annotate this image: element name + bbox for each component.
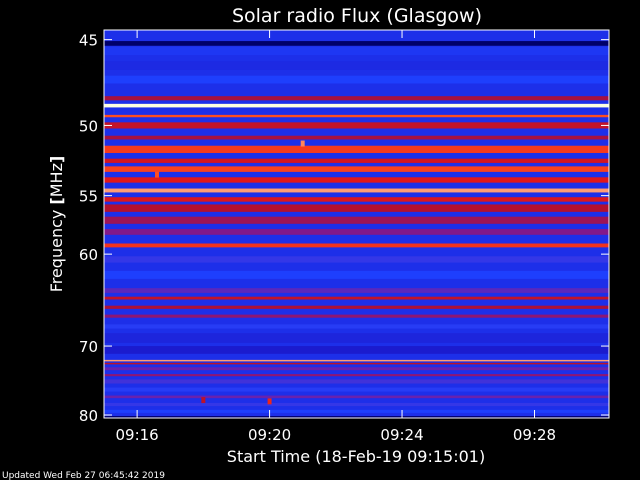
frequency-band [104,135,609,140]
y-tick-label: 50 [79,117,98,135]
x-tick-label: 09:28 [513,426,556,444]
frequency-band [104,379,609,384]
frequency-band [104,256,609,263]
frequency-band [104,41,609,46]
frequency-band [104,362,609,365]
plot-frame [103,29,610,419]
frequency-band [104,359,609,362]
frequency-band [104,188,609,193]
frequency-band [104,409,609,413]
frequency-band [104,243,609,248]
frequency-band [104,367,609,371]
frequency-band [104,61,609,70]
frequency-band [104,145,609,153]
frequency-band [104,103,609,108]
heatmap-area [104,30,609,418]
frequency-band [104,270,609,279]
y-tick-label: 60 [79,246,98,264]
frequency-band [104,314,609,318]
x-tick-label: 09:16 [115,426,158,444]
frequency-band [104,216,609,224]
frequency-band [104,96,609,101]
frequency-band [104,122,609,129]
y-axis-label-close-bracket: ] [47,156,66,163]
frequency-band [104,402,609,407]
y-axis: 45 50 55 60 70 80 [79,32,609,425]
frequency-band [104,333,609,343]
frequency-band [104,305,609,309]
frequency-band [104,177,609,183]
updated-timestamp: Updated Wed Feb 27 06:45:42 2019 [2,471,165,480]
frequency-band [104,114,609,118]
y-axis-label-unit: MHz [47,163,66,197]
frequency-band [104,46,609,56]
heatmap-background [104,30,609,418]
frequency-band [104,387,609,392]
frequency-band [104,229,609,235]
frequency-band [104,204,609,212]
y-tick-label: 55 [79,188,98,206]
frequency-band [104,374,609,377]
burst-spike [154,171,159,178]
frequency-band [104,296,609,300]
y-tick-label: 70 [79,338,98,356]
x-axis-label: Start Time (18-Feb-19 09:15:01) [227,447,485,466]
burst-spike [300,140,305,147]
frequency-band [104,416,609,418]
frequency-band [104,158,609,163]
frequency-band [104,75,609,84]
y-tick-label: 45 [79,32,98,50]
burst-spike [267,398,272,405]
x-tick-label: 09:24 [380,426,423,444]
frequency-band [104,288,609,293]
frequency-band [104,197,609,202]
y-axis-label: Frequency [MHz] [47,156,66,293]
y-axis-label-main: Frequency [47,210,66,293]
frequency-band [104,395,609,399]
burst-spike [201,397,206,404]
frequency-band [104,324,609,329]
y-tick-label: 80 [79,407,98,425]
y-axis-label-open-bracket: [ [47,197,66,204]
frequency-band [104,346,609,354]
frequency-band [104,166,609,172]
x-axis: 09:16 09:20 09:24 09:28 [115,30,556,444]
chart-title: Solar radio Flux (Glasgow) [232,5,482,27]
x-tick-label: 09:20 [248,426,291,444]
